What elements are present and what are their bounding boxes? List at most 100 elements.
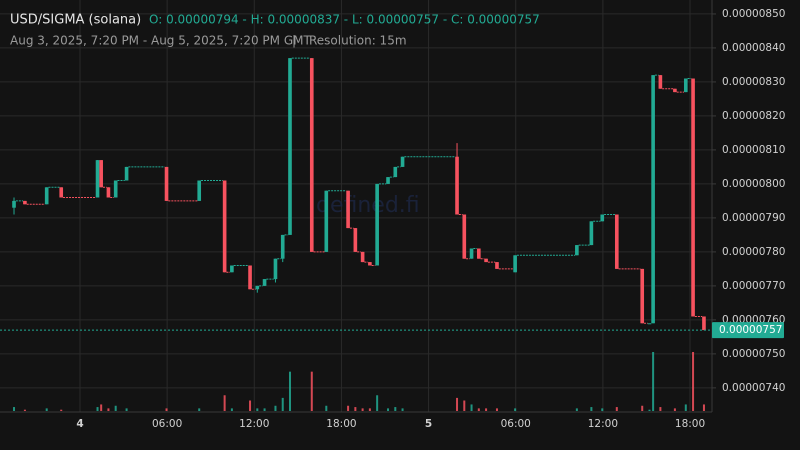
- volume-bar: [401, 408, 404, 411]
- candle-body: [651, 75, 655, 324]
- volume-bar: [495, 408, 498, 411]
- volume-bar: [601, 408, 604, 411]
- candle-body: [353, 228, 358, 252]
- x-tick-label: 18:00: [675, 418, 705, 430]
- volume-bar: [615, 407, 618, 411]
- last-price-box: [712, 322, 784, 339]
- candle-body: [309, 58, 314, 252]
- candle-body: [614, 214, 619, 269]
- volume-bar: [281, 397, 284, 411]
- candle-body: [197, 180, 202, 201]
- candle-body: [462, 214, 467, 259]
- volume-bar: [477, 408, 480, 411]
- volume-bar: [263, 408, 266, 411]
- volume-bar: [470, 404, 473, 411]
- candle-body: [455, 156, 459, 215]
- candle-body: [44, 187, 49, 205]
- volume-bar: [274, 405, 277, 411]
- volume-bar: [125, 408, 128, 411]
- volume-bar: [256, 408, 259, 411]
- candle-body: [393, 166, 398, 178]
- y-tick-label: 0.00000780: [722, 246, 785, 258]
- candle-body: [346, 190, 350, 229]
- volume-bar: [107, 408, 110, 411]
- volume-bar: [641, 405, 644, 411]
- candle-body: [658, 75, 663, 89]
- candle-body: [484, 258, 488, 263]
- x-tick-label: 06:00: [152, 418, 182, 430]
- volume-bar: [100, 404, 103, 411]
- volume-bar: [673, 408, 676, 411]
- resolution: Resolution: 15m: [309, 34, 407, 48]
- candle-body: [248, 265, 252, 290]
- y-tick-label: 0.00000830: [722, 76, 785, 88]
- x-tick-label: 12:00: [588, 418, 618, 430]
- volume-bar: [310, 371, 313, 411]
- candle-body: [360, 251, 365, 263]
- volume-bar: [96, 407, 99, 411]
- x-tick-label: 06:00: [501, 418, 531, 430]
- candle-body: [99, 160, 103, 188]
- candle-body: [691, 78, 695, 317]
- volume-bar: [230, 408, 233, 411]
- volume-bar: [575, 408, 578, 411]
- candle-body: [386, 177, 390, 184]
- candle-body: [375, 183, 379, 266]
- candle-body: [164, 166, 169, 201]
- candle-body: [600, 214, 605, 222]
- subtitle: Aug 3, 2025, 7:20 PM - Aug 5, 2025, 7:20…: [10, 34, 311, 48]
- candle-body: [477, 248, 481, 259]
- volume-bar: [376, 395, 379, 411]
- candle-body: [230, 265, 234, 273]
- candle-body: [368, 262, 372, 266]
- candle-body: [324, 190, 329, 252]
- candle-body: [113, 180, 118, 198]
- volume-bar: [648, 409, 651, 411]
- volume-bar: [368, 408, 371, 411]
- candle-body: [647, 323, 652, 325]
- candle-body: [255, 285, 260, 290]
- volume-bar: [659, 407, 662, 411]
- candle-body: [95, 160, 100, 198]
- candle-body: [495, 262, 499, 269]
- x-tick-label: 4: [76, 418, 83, 430]
- candle-body: [12, 200, 16, 208]
- candle-body: [288, 58, 292, 235]
- volume-bar: [514, 408, 517, 411]
- y-tick-label: 0.00000840: [722, 42, 785, 54]
- candle-body: [23, 200, 27, 205]
- volume-bar: [347, 405, 350, 411]
- volume-bar: [456, 397, 459, 411]
- volume-bar: [684, 404, 687, 411]
- candle-body: [273, 258, 278, 280]
- candle-body: [469, 248, 474, 259]
- volume-bar: [45, 408, 48, 411]
- volume-bar: [23, 409, 26, 411]
- candle-body: [702, 316, 706, 331]
- volume-bar: [114, 405, 117, 411]
- watermark: defined.fi: [316, 193, 420, 218]
- candle-body: [400, 156, 405, 167]
- volume-bar: [354, 407, 357, 411]
- last-price-label: 0.00000757: [719, 324, 782, 336]
- candle-body: [673, 88, 677, 93]
- y-tick-label: 0.00000750: [722, 348, 785, 360]
- x-tick-label: 12:00: [239, 418, 269, 430]
- y-tick-label: 0.00000820: [722, 110, 785, 122]
- x-tick-label: 5: [425, 418, 432, 430]
- chart-title: USD/SIGMA (solana): [10, 13, 141, 28]
- candle-body: [59, 187, 64, 198]
- candle-body: [106, 187, 111, 198]
- y-tick-label: 0.00000770: [722, 280, 785, 292]
- volume-bar: [361, 408, 364, 411]
- volume-bar: [702, 404, 705, 411]
- volume-bar: [387, 408, 390, 411]
- volume-bar: [325, 405, 328, 411]
- y-tick-label: 0.00000810: [722, 144, 785, 156]
- candle-body: [640, 268, 645, 324]
- volume-bar: [652, 352, 655, 411]
- candle-body: [683, 78, 688, 93]
- ohlc-text: O: 0.00000794 - H: 0.00000837 - L: 0.000…: [149, 13, 540, 27]
- volume-bar: [60, 409, 63, 411]
